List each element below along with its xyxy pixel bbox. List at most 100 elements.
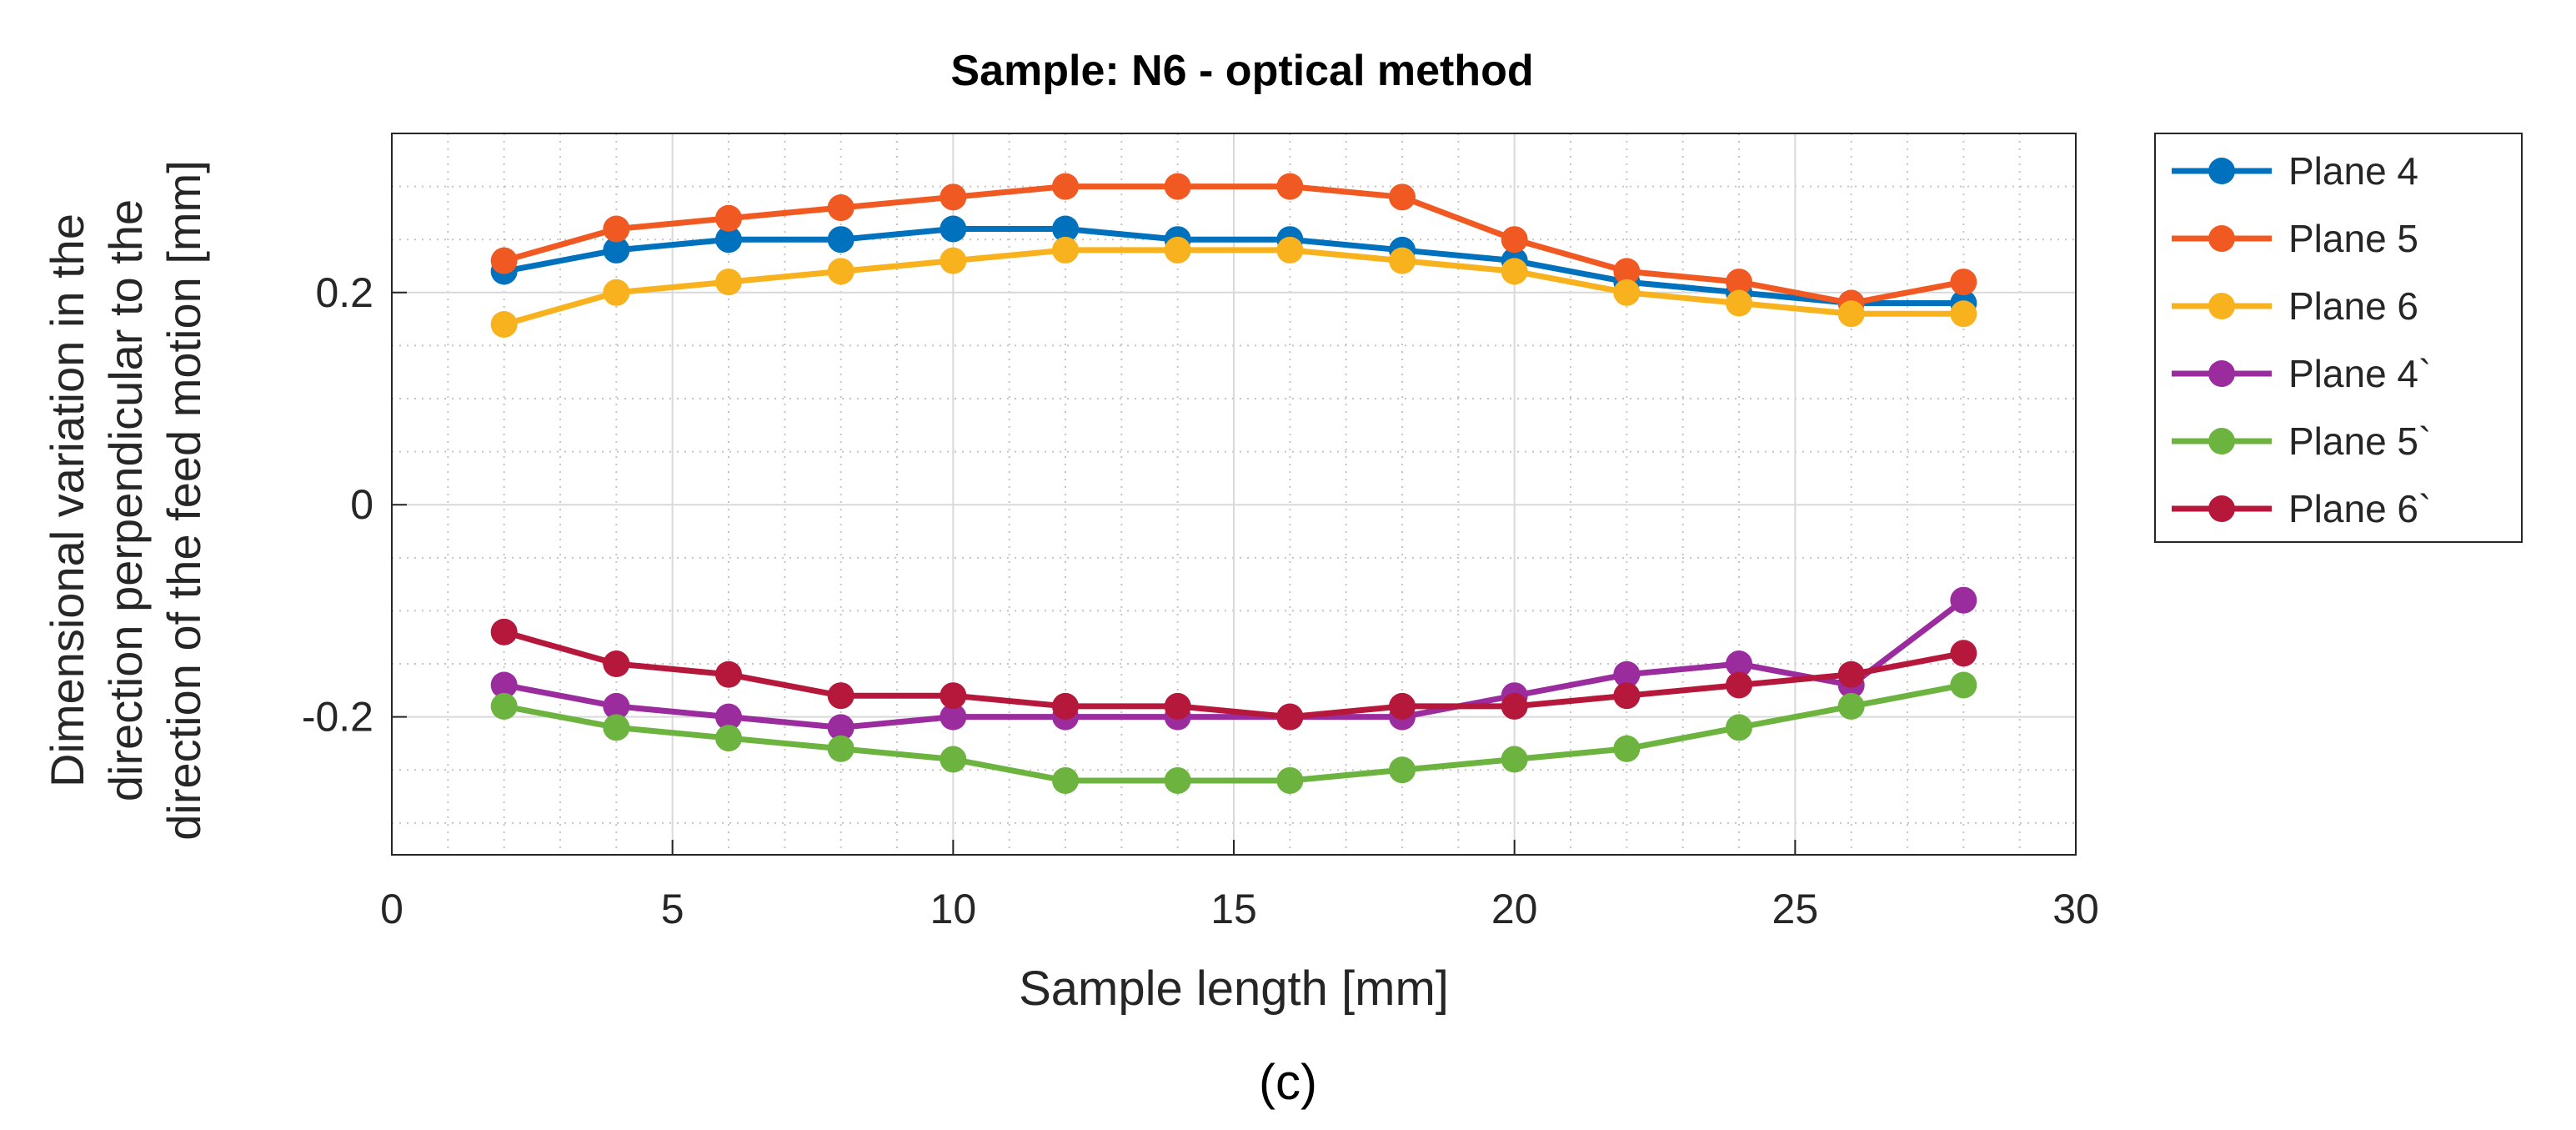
legend-label: Plane 5 [2288,217,2418,260]
data-point [1613,735,1641,762]
y-tick-label: -0.2 [302,694,373,741]
x-tick-label: 15 [1210,886,1257,932]
series-2 [490,173,1977,317]
data-point [603,692,630,720]
axis-ticks [391,291,2077,855]
data-point [1837,660,1865,688]
data-point [490,692,518,720]
data-point [1726,650,1752,678]
data-point [1613,660,1641,688]
data-point [1726,289,1752,317]
data-point [827,682,854,710]
data-point [1726,714,1752,741]
data-point [1613,682,1641,710]
legend-marker [2208,360,2235,387]
figure-label: (c) [1259,1054,1317,1110]
data-point [940,247,967,274]
data-point [603,215,630,243]
legend-marker [2208,293,2235,319]
series-line [503,629,1964,721]
series-6 [490,618,1977,731]
series-3 [490,236,1977,338]
data-point [490,247,518,274]
data-point [1276,766,1304,794]
data-point [827,714,854,741]
data-point [940,746,967,773]
data-point [715,204,742,232]
data-point [1837,692,1865,720]
x-tick-label: 20 [1491,886,1538,932]
data-point [1052,236,1079,264]
legend-label: Plane 4 [2288,149,2418,193]
data-point [1613,279,1641,306]
data-point [1164,236,1191,264]
data-point [490,310,518,338]
series-line [503,183,1964,307]
data-point [1501,226,1528,254]
y-axis-label: Dimensional variation in the direction p… [41,160,210,841]
data-point [1164,692,1191,720]
legend-item: Plane 6` [2172,487,2431,530]
x-tick-labels: 0 5 10 15 20 25 30 [380,886,2099,932]
data-point [603,236,630,264]
data-point [1501,692,1528,720]
data-point [715,269,742,296]
series-5 [490,671,1977,794]
legend: Plane 4 Plane 5 Plane 6 Plane 4` Plane 5` Pla… [2154,133,2523,543]
data-point [715,226,742,254]
legend-item: Plane 4 [2172,149,2418,193]
data-point [1726,671,1752,699]
data-point [490,671,518,699]
data-point [490,618,518,645]
y-tick-labels: -0.2 0 0.2 [302,269,373,741]
data-point [1950,586,1977,614]
data-point [1389,183,1416,211]
data-point [603,714,630,741]
y-tick-label: 0.2 [315,269,373,316]
legend-label: Plane 6 [2288,284,2418,328]
y-axis-label-line-2: direction perpendicular to the [99,199,152,801]
x-tick-label: 0 [380,886,403,932]
y-tick-label: 0 [350,481,373,528]
legend-item: Plane 4` [2172,352,2431,395]
series-line [504,225,1964,307]
data-point [1052,766,1079,794]
legend-label: Plane 4` [2288,352,2431,395]
legend-box [2154,133,2523,543]
x-tick-label: 25 [1772,886,1819,932]
legend-label: Plane 6` [2288,487,2431,530]
data-point [1164,173,1191,200]
legend-marker [2208,495,2235,522]
data-point [1950,671,1977,699]
y-axis-label-line-1: Dimensional variation in the [41,213,93,787]
data-point [1276,236,1304,264]
data-point [940,183,967,211]
x-tick-label: 5 [661,886,684,932]
legend-item: Plane 6 [2172,284,2418,328]
data-point [1389,247,1416,274]
data-point [1389,692,1416,720]
x-axis-label: Sample length [mm] [1019,962,1449,1016]
data-point [940,703,967,731]
data-point [827,258,854,285]
data-point [715,703,742,731]
data-point [1950,640,1977,667]
legend-item: Plane 5 [2172,217,2418,260]
y-axis-label-line-3: direction of the feed motion [mm] [158,160,210,841]
legend-marker [2208,158,2235,184]
data-point [1837,300,1865,328]
data-point [1501,258,1528,285]
data-point [603,650,630,678]
data-point [940,215,967,243]
data-point [1052,173,1079,200]
legend-label: Plane 5` [2288,419,2431,463]
data-point [1613,258,1641,285]
data-point [1276,703,1304,731]
x-tick-label: 10 [930,886,977,932]
data-point [827,226,854,254]
data-point [1052,692,1079,720]
data-point [603,279,630,306]
data-point [1276,173,1304,200]
data-point [1389,756,1416,784]
